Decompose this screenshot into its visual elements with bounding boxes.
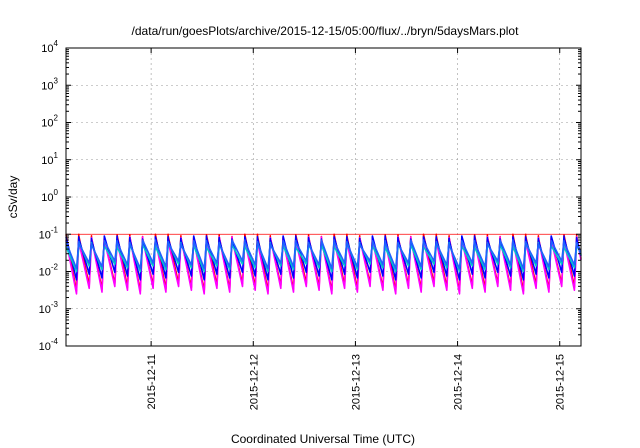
y-tick-label: 103: [41, 76, 58, 92]
y-tick-label: 10-3: [39, 300, 59, 316]
x-axis: 2015-12-11 2015-12-12 2015-12-13 2015-12-14…: [146, 48, 567, 410]
y-axis-label: cSv/day: [6, 176, 20, 219]
x-tick-label: 2015-12-13: [350, 354, 362, 410]
series-layer: [65, 233, 582, 295]
x-tick-label: 2015-12-15: [555, 354, 567, 410]
y-tick-label: 10-1: [39, 225, 59, 241]
x-tick-label: 2015-12-14: [453, 354, 465, 410]
y-tick-label: 102: [41, 114, 58, 130]
x-tick-label: 2015-12-11: [146, 354, 158, 409]
x-axis-label: Coordinated Universal Time (UTC): [231, 432, 415, 446]
y-tick-label: 100: [41, 188, 58, 204]
x-tick-label: 2015-12-12: [248, 354, 260, 410]
y-tick-label: 104: [41, 39, 58, 55]
plot-frame: [65, 47, 582, 347]
grid: [66, 48, 581, 346]
series-line: [65, 239, 582, 270]
y-axis: 10-4 10-3 10-2 10-1 100 101 102 103 104: [39, 39, 581, 353]
y-tick-label: 101: [41, 151, 58, 167]
chart-title: /data/run/goesPlots/archive/2015-12-15/0…: [132, 24, 520, 38]
y-tick-label: 10-2: [39, 263, 59, 279]
y-tick-label: 10-4: [39, 337, 59, 353]
